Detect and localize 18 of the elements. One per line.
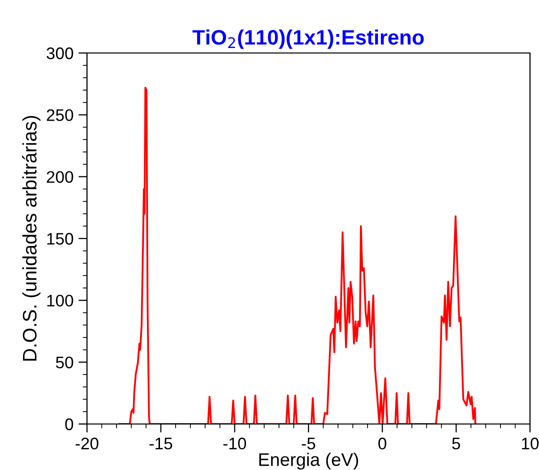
- x-tick-label: -5: [302, 438, 316, 450]
- x-tick-label: 5: [452, 438, 460, 450]
- line-series: [118, 86, 476, 424]
- x-tick-label: 0: [378, 438, 386, 450]
- y-tick-label: 0: [65, 418, 74, 430]
- y-axis-title: D.O.S. (unidades arbitrárias): [22, 116, 40, 361]
- chart-title: TiO$_{2}$(110)(1x1):Estireno: [192, 29, 424, 49]
- y-tick-label: 200: [46, 171, 74, 183]
- x-tick-label: 10: [522, 438, 539, 450]
- y-tick-label: 50: [56, 356, 74, 368]
- x-tick-label: -10: [223, 438, 246, 450]
- x-axis-title: Energia (eV): [259, 452, 358, 470]
- y-tick-label: 100: [47, 294, 74, 307]
- y-tick-label: 150: [47, 232, 74, 245]
- y-tick-label: 300: [46, 47, 74, 60]
- x-tick-label: -20: [76, 438, 98, 450]
- y-tick-label: 250: [46, 109, 74, 122]
- x-tick-label: -15: [150, 438, 172, 450]
